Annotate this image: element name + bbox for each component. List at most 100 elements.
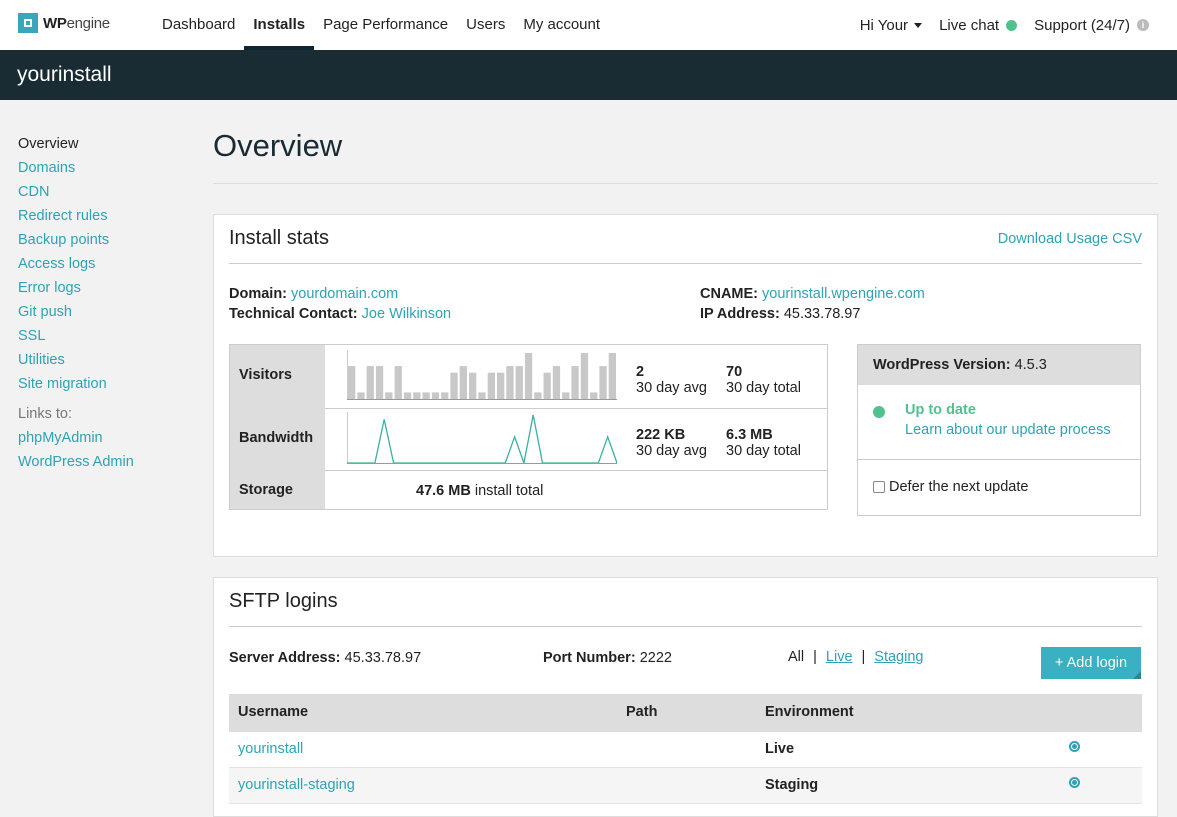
server-address-value: 45.33.78.97 <box>344 650 422 666</box>
nav-my-account[interactable]: My account <box>523 16 601 33</box>
delete-login-icon[interactable] <box>1069 741 1080 752</box>
visitors-sparkline <box>347 350 617 400</box>
username-link[interactable]: yourinstall-staging <box>238 777 355 793</box>
visitors-bar <box>366 366 374 399</box>
bandwidth-label: Bandwidth <box>239 430 314 446</box>
download-usage-csv-link[interactable]: Download Usage CSV <box>997 231 1142 247</box>
visitors-bar <box>403 392 412 399</box>
column-path: Path <box>626 704 658 720</box>
sidebar: Overview Domains CDN Redirect rules Back… <box>18 132 188 474</box>
environment-cell: Live <box>765 741 795 757</box>
info-icon: i <box>1137 19 1149 31</box>
filter-staging[interactable]: Staging <box>874 649 924 665</box>
live-chat-label: Live chat <box>939 16 1000 34</box>
brand-name-light: engine <box>66 14 111 32</box>
wp-version-header: WordPress Version: 4.5.3 <box>858 345 1140 385</box>
tech-contact-label: Technical Contact: <box>229 306 358 322</box>
visitors-bar <box>552 366 561 399</box>
visitors-bar <box>478 392 486 399</box>
column-environment: Environment <box>765 704 854 720</box>
top-nav: WPengine Dashboard Installs Page Perform… <box>0 0 1177 50</box>
visitors-bar <box>385 392 393 399</box>
sidebar-item-overview[interactable]: Overview <box>18 136 79 152</box>
storage-row: Storage 47.6 MB install total <box>230 471 827 511</box>
support-link[interactable]: Support (24/7) i <box>1034 17 1149 34</box>
nav-users[interactable]: Users <box>466 16 506 33</box>
ip-address-row: IP Address: 45.33.78.97 <box>700 304 860 324</box>
sidebar-item-redirect-rules[interactable]: Redirect rules <box>18 208 108 224</box>
nav-dashboard[interactable]: Dashboard <box>162 16 236 33</box>
sidebar-item-error-logs[interactable]: Error logs <box>18 280 81 296</box>
title-divider <box>213 183 1158 184</box>
ip-address-label: IP Address: <box>700 306 780 322</box>
panel-divider <box>229 626 1142 627</box>
learn-update-process-link[interactable]: Learn about our update process <box>905 422 1111 438</box>
sidebar-item-cdn[interactable]: CDN <box>18 184 50 200</box>
sidebar-item-git-push[interactable]: Git push <box>18 304 72 320</box>
wpengine-logo[interactable]: WPengine <box>18 13 110 33</box>
sidebar-item-site-migration[interactable]: Site migration <box>18 376 107 392</box>
user-menu[interactable]: Hi Your <box>859 16 923 34</box>
visitors-label: Visitors <box>239 367 292 383</box>
bandwidth-row: Bandwidth 222 KB 30 day avg 6.3 MB 30 day … <box>230 409 827 470</box>
tech-contact-link[interactable]: Joe Wilkinson <box>361 306 452 322</box>
nav-page-performance[interactable]: Page Performance <box>323 16 449 33</box>
cname-link[interactable]: yourinstall.wpengine.com <box>762 286 925 302</box>
visitors-avg-value: 2 <box>636 364 645 380</box>
sidebar-link-phpmyadmin[interactable]: phpMyAdmin <box>18 430 103 446</box>
defer-update-checkbox[interactable] <box>873 481 885 493</box>
sidebar-link-wordpress-admin[interactable]: WordPress Admin <box>18 454 134 470</box>
visitors-bar <box>422 392 430 399</box>
wp-box-divider <box>858 459 1140 460</box>
visitors-bar <box>394 366 402 399</box>
bandwidth-avg: 222 KB 30 day avg <box>636 427 707 459</box>
delete-login-icon[interactable] <box>1069 777 1080 788</box>
filter-separator: | <box>861 649 866 665</box>
user-greeting: Hi Your <box>859 16 909 34</box>
main-nav: Dashboard Installs Page Performance User… <box>153 0 609 50</box>
sidebar-item-utilities[interactable]: Utilities <box>18 352 65 368</box>
visitors-total: 70 30 day total <box>726 364 801 396</box>
cname-row: CNAME: yourinstall.wpengine.com <box>700 284 925 304</box>
tech-contact-row: Technical Contact: Joe Wilkinson <box>229 304 451 324</box>
visitors-avg: 2 30 day avg <box>636 364 707 396</box>
username-link[interactable]: yourinstall <box>238 741 304 757</box>
sidebar-item-access-logs[interactable]: Access logs <box>18 256 96 272</box>
visitors-bar <box>431 392 440 399</box>
live-chat-button[interactable]: Live chat <box>939 16 1018 34</box>
filter-all[interactable]: All <box>788 649 805 665</box>
links-to-label: Links to: <box>18 406 72 422</box>
visitors-total-value: 70 <box>726 364 743 380</box>
server-address-row: Server Address: 45.33.78.97 <box>229 648 421 668</box>
nav-installs[interactable]: Installs <box>244 0 314 50</box>
domain-link[interactable]: yourdomain.com <box>291 286 399 302</box>
add-login-button[interactable]: + Add login <box>1041 647 1141 679</box>
bandwidth-avg-label: 30 day avg <box>636 443 707 459</box>
sidebar-item-ssl[interactable]: SSL <box>18 328 46 344</box>
server-address-label: Server Address: <box>229 650 341 666</box>
chevron-down-icon <box>914 22 923 28</box>
brand-name-bold: WP <box>43 14 67 32</box>
bandwidth-total: 6.3 MB 30 day total <box>726 427 801 459</box>
visitors-bar <box>357 392 365 399</box>
stats-divider <box>325 408 827 409</box>
environment-filters: All | Live | Staging <box>788 649 923 665</box>
visitors-bar <box>497 372 505 399</box>
ip-address-value: 45.33.78.97 <box>783 306 861 322</box>
filter-live[interactable]: Live <box>825 649 853 665</box>
defer-update-option[interactable]: Defer the next update <box>873 479 1028 495</box>
visitors-bar <box>515 366 523 399</box>
stats-divider <box>325 470 827 471</box>
visitors-total-label: 30 day total <box>726 380 801 396</box>
visitors-avg-label: 30 day avg <box>636 380 707 396</box>
visitors-bar <box>348 366 356 399</box>
sidebar-item-domains[interactable]: Domains <box>18 160 76 176</box>
bandwidth-sparkline <box>347 412 617 464</box>
storage-value: 47.6 MB install total <box>416 483 543 499</box>
bandwidth-line <box>347 414 617 464</box>
install-name-bar: yourinstall <box>0 50 1177 100</box>
status-dot-icon <box>873 406 885 418</box>
filter-separator: | <box>813 649 817 665</box>
wordpress-version-box: WordPress Version: 4.5.3 Up to date Lear… <box>857 344 1141 516</box>
sidebar-item-backup-points[interactable]: Backup points <box>18 232 110 248</box>
